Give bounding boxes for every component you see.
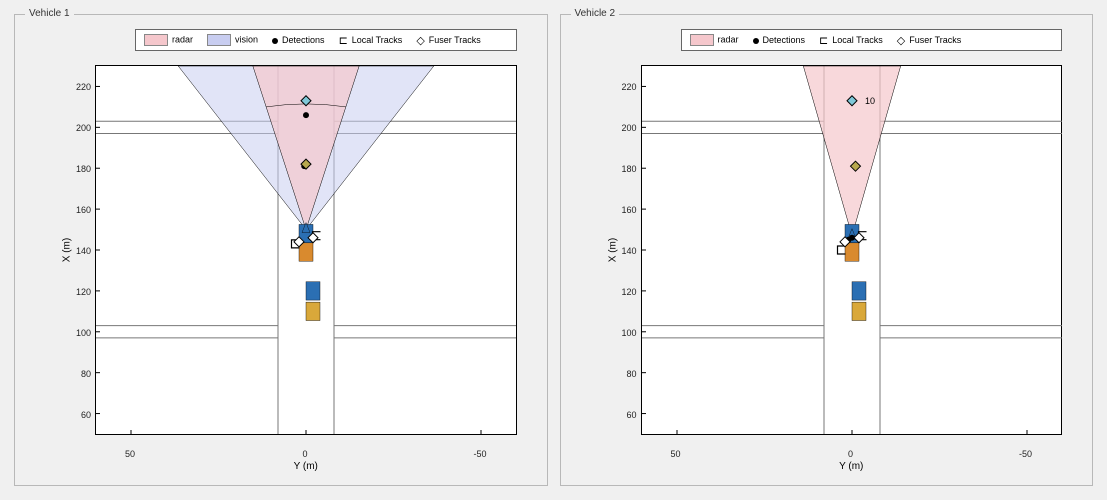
legend-item: ◇ Fuser Tracks [416,34,480,47]
vehicle1-xlabel: Y (m) [95,461,517,472]
legend-item: radar [690,34,739,46]
ytick: 160 [65,205,91,215]
ytick: 100 [611,328,637,338]
vehicle2-panel: Vehicle 2 radarDetections⊏Local Tracks◇F… [560,14,1094,486]
plot-svg [96,66,516,434]
ytick: 120 [65,287,91,297]
legend-label: Fuser Tracks [909,34,961,44]
xtick: -50 [473,449,486,459]
legend-label: Detections [282,35,325,45]
legend-label: Local Tracks [352,34,403,44]
legend-label: Detections [763,35,806,45]
ytick: 200 [65,123,91,133]
ytick: 80 [65,369,91,379]
vehicle2-xaxis: Y (m) 500-50 [641,449,1063,463]
legend-label: radar [172,34,193,44]
ytick: 200 [611,123,637,133]
bracket-icon: ⊏ [819,34,828,47]
ytick: 220 [611,82,637,92]
legend-swatch [690,34,714,46]
ytick: 220 [65,82,91,92]
ytick: 140 [611,246,637,256]
vehicle1-panel: Vehicle 1 radarvisionDetections⊏Local Tr… [14,14,548,486]
ytick: 180 [65,164,91,174]
dot-icon [272,38,278,44]
ytick: 180 [611,164,637,174]
legend-item: ⊏ Local Tracks [339,34,403,47]
vehicle1-title: Vehicle 1 [25,8,74,19]
legend-item: Detections [753,35,806,45]
legend-label: radar [718,34,739,44]
vehicle2-title: Vehicle 2 [571,8,620,19]
vehicle2-legend: radar Detections ⊏ Local Tracks ◇ Fuser Track… [681,29,1063,51]
ytick: 100 [65,328,91,338]
legend-swatch [144,34,168,46]
plot-svg: 10 [642,66,1062,434]
legend-swatch [207,34,231,46]
legend-label: Local Tracks [832,34,883,44]
ytick: 140 [65,246,91,256]
ytick: 60 [65,410,91,420]
vehicle2-plot: 10 [641,65,1063,435]
xtick: 0 [848,449,853,459]
legend-item: Detections [272,35,325,45]
legend-item: radar [144,34,193,46]
legend-item: ◇ Fuser Tracks [897,34,961,47]
dot-icon [753,38,759,44]
vehicle1-legend: radar vision Detections ⊏ Local Tracks ◇ Fuser… [135,29,517,51]
vehicle2-yaxis: X (m) 6080100120140160180200220 [611,65,637,435]
ytick: 120 [611,287,637,297]
diamond-icon: ◇ [416,34,424,47]
svg-text:10: 10 [865,96,875,106]
vehicle2-xlabel: Y (m) [641,461,1063,472]
legend-label: vision [235,34,258,44]
xtick: 50 [125,449,135,459]
legend-item: vision [207,34,258,46]
ytick: 60 [611,410,637,420]
ytick: 160 [611,205,637,215]
vehicle1-yaxis: X (m) 6080100120140160180200220 [65,65,91,435]
ytick: 80 [611,369,637,379]
vehicle1-xaxis: Y (m) 500-50 [95,449,517,463]
vehicle1-plot [95,65,517,435]
diamond-icon: ◇ [897,34,905,47]
xtick: 50 [670,449,680,459]
page: Vehicle 1 radar vision Detections ⊏ Local Tr… [0,0,1107,500]
legend-label: Fuser Tracks [429,34,481,44]
xtick: 0 [302,449,307,459]
xtick: -50 [1019,449,1032,459]
bracket-icon: ⊏ [339,34,348,47]
legend-item: ⊏ Local Tracks [819,34,883,47]
